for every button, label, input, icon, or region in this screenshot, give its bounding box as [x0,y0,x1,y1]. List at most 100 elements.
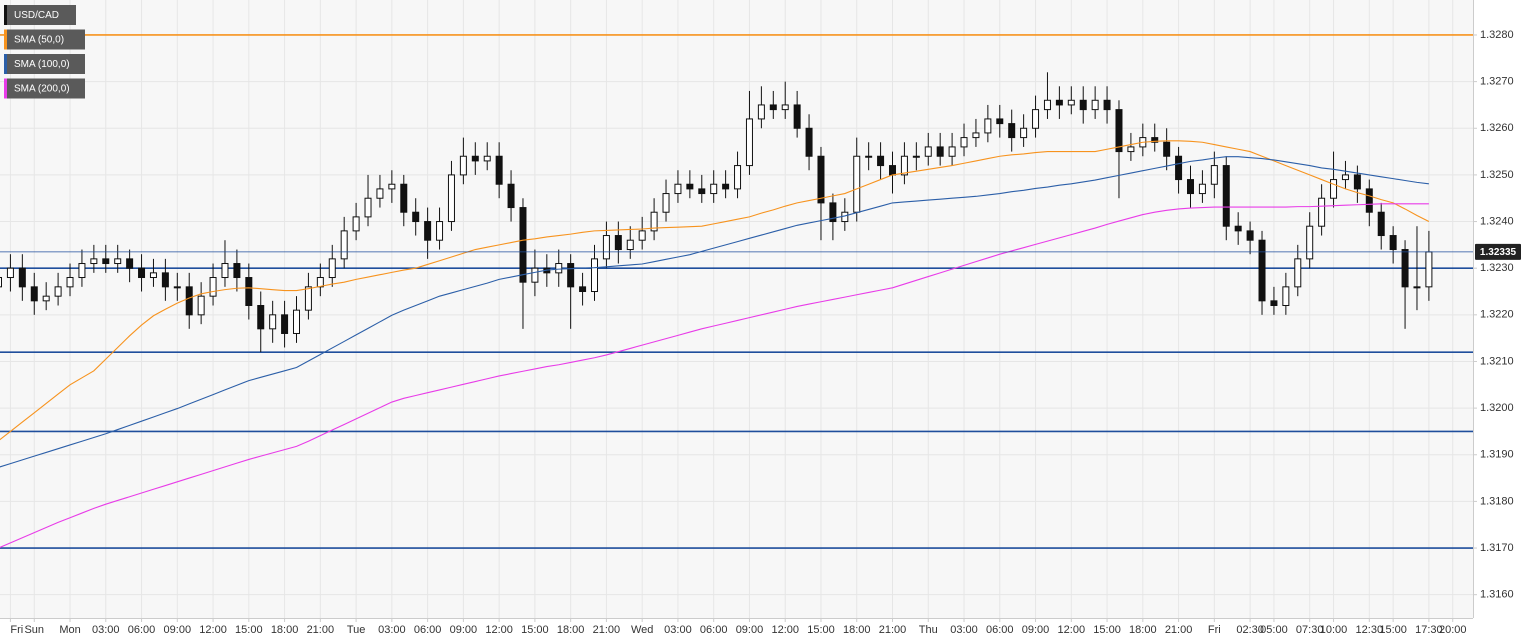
y-tick-label: 1.3260 [1480,122,1514,134]
x-tick-label: 18:00 [1129,624,1157,636]
x-tick-label: 12:00 [199,624,227,636]
candle-body [960,137,968,148]
candle-body [1282,286,1290,307]
candle-body [1210,165,1218,185]
candle-body [567,263,575,288]
candle-body [1198,183,1206,195]
x-tick-label: 12:00 [771,624,799,636]
candle-body [471,155,479,162]
candle-body [149,272,157,279]
sma-line [0,203,1429,548]
x-tick-label: 09:00 [736,624,764,636]
candle-body [912,155,920,158]
candle-body [1318,197,1326,227]
candle-body [1294,258,1302,288]
candle-body [30,286,38,302]
candle-body [495,155,503,185]
candle-body [1091,99,1099,111]
candle-body [436,221,444,241]
candle-body [1115,109,1123,153]
candle-body [281,314,289,334]
candle-body [173,286,181,289]
candle-body [185,286,193,316]
x-tick-label: 03:00 [950,624,978,636]
candle-body [686,183,694,190]
legend: USD/CAD SMA (50,0) SMA (100,0) SMA (200,0) [4,5,85,99]
legend-label: SMA (100,0) [14,59,70,70]
candle-body [674,183,682,195]
candle-body [614,235,622,251]
candle-body [1401,249,1409,288]
candle-body [1067,99,1075,106]
candle-body [1365,188,1373,213]
candle-body [591,258,598,293]
x-tick-label: 03:00 [92,624,120,636]
candle-body [1270,300,1278,307]
y-tick-label: 1.3240 [1480,215,1514,227]
candle-body [1413,286,1421,289]
x-tick-label: 21:00 [593,624,621,636]
candle-body [233,263,241,279]
x-tick-label: Fri [1208,624,1221,636]
x-tick-label: 15:00 [1093,624,1121,636]
candle-body [853,155,861,213]
x-tick-label: Thu [919,624,938,636]
x-tick-label: 03:00 [378,624,406,636]
candle-body [865,155,873,158]
x-tick-label: 03:00 [664,624,692,636]
candle-body [1330,179,1338,199]
candle-body [1055,99,1063,106]
y-tick-label: 1.3180 [1480,495,1514,507]
candle-body [459,155,467,176]
x-tick-label: 07:30 [1296,624,1324,636]
candle-body [602,235,610,260]
x-tick-label: 12:00 [1058,624,1086,636]
y-tick-label: 1.3230 [1480,262,1514,274]
candle-body [54,286,62,297]
candle-body [889,165,896,176]
candle-body [0,277,2,288]
candle-body [650,211,658,232]
candle-body [734,165,742,190]
candle-body [805,127,813,157]
legend-label: SMA (200,0) [14,84,70,95]
candle-body [376,188,384,199]
candle-body [626,239,634,251]
candle-body [388,183,396,190]
candle-body [948,146,956,157]
candle-body [972,132,980,139]
x-tick-label: Fri [10,624,23,636]
y-tick-label: 1.3160 [1480,589,1514,601]
candle-body [138,267,146,279]
y-tick-label: 1.3170 [1480,542,1514,554]
x-tick-label: 20:00 [1439,624,1467,636]
candle-body [1306,225,1314,260]
x-tick-label: 12:00 [485,624,513,636]
candle-body [257,305,265,330]
candle-body [829,202,837,223]
price-tag [1475,243,1521,260]
y-tick-label: 1.3250 [1480,169,1514,181]
candle-body [364,197,372,218]
x-tick-label: 06:00 [986,624,1014,636]
x-tick-label: 17:30 [1415,624,1443,636]
candle-body [781,104,789,111]
candle-body [328,258,336,279]
x-tick-label: 21:00 [307,624,335,636]
candle-body [400,183,408,213]
candle-body [1246,230,1254,241]
candle-body [507,183,515,209]
candle-body [412,211,420,223]
axes: 1.3160 1.3170 1.3180 1.3190 1.3200 1.3210 1.32… [9,29,1521,636]
plot [0,34,1473,549]
candle-body [6,267,14,279]
candle-body [817,155,825,204]
candle-body [161,272,169,288]
candle-body [1377,211,1385,237]
x-tick-label: 06:00 [128,624,156,636]
candle-body [221,263,229,279]
legend-box [4,54,85,74]
candle-body [78,263,86,279]
candle-body [769,104,777,111]
x-tick-label: 05:00 [1260,624,1288,636]
